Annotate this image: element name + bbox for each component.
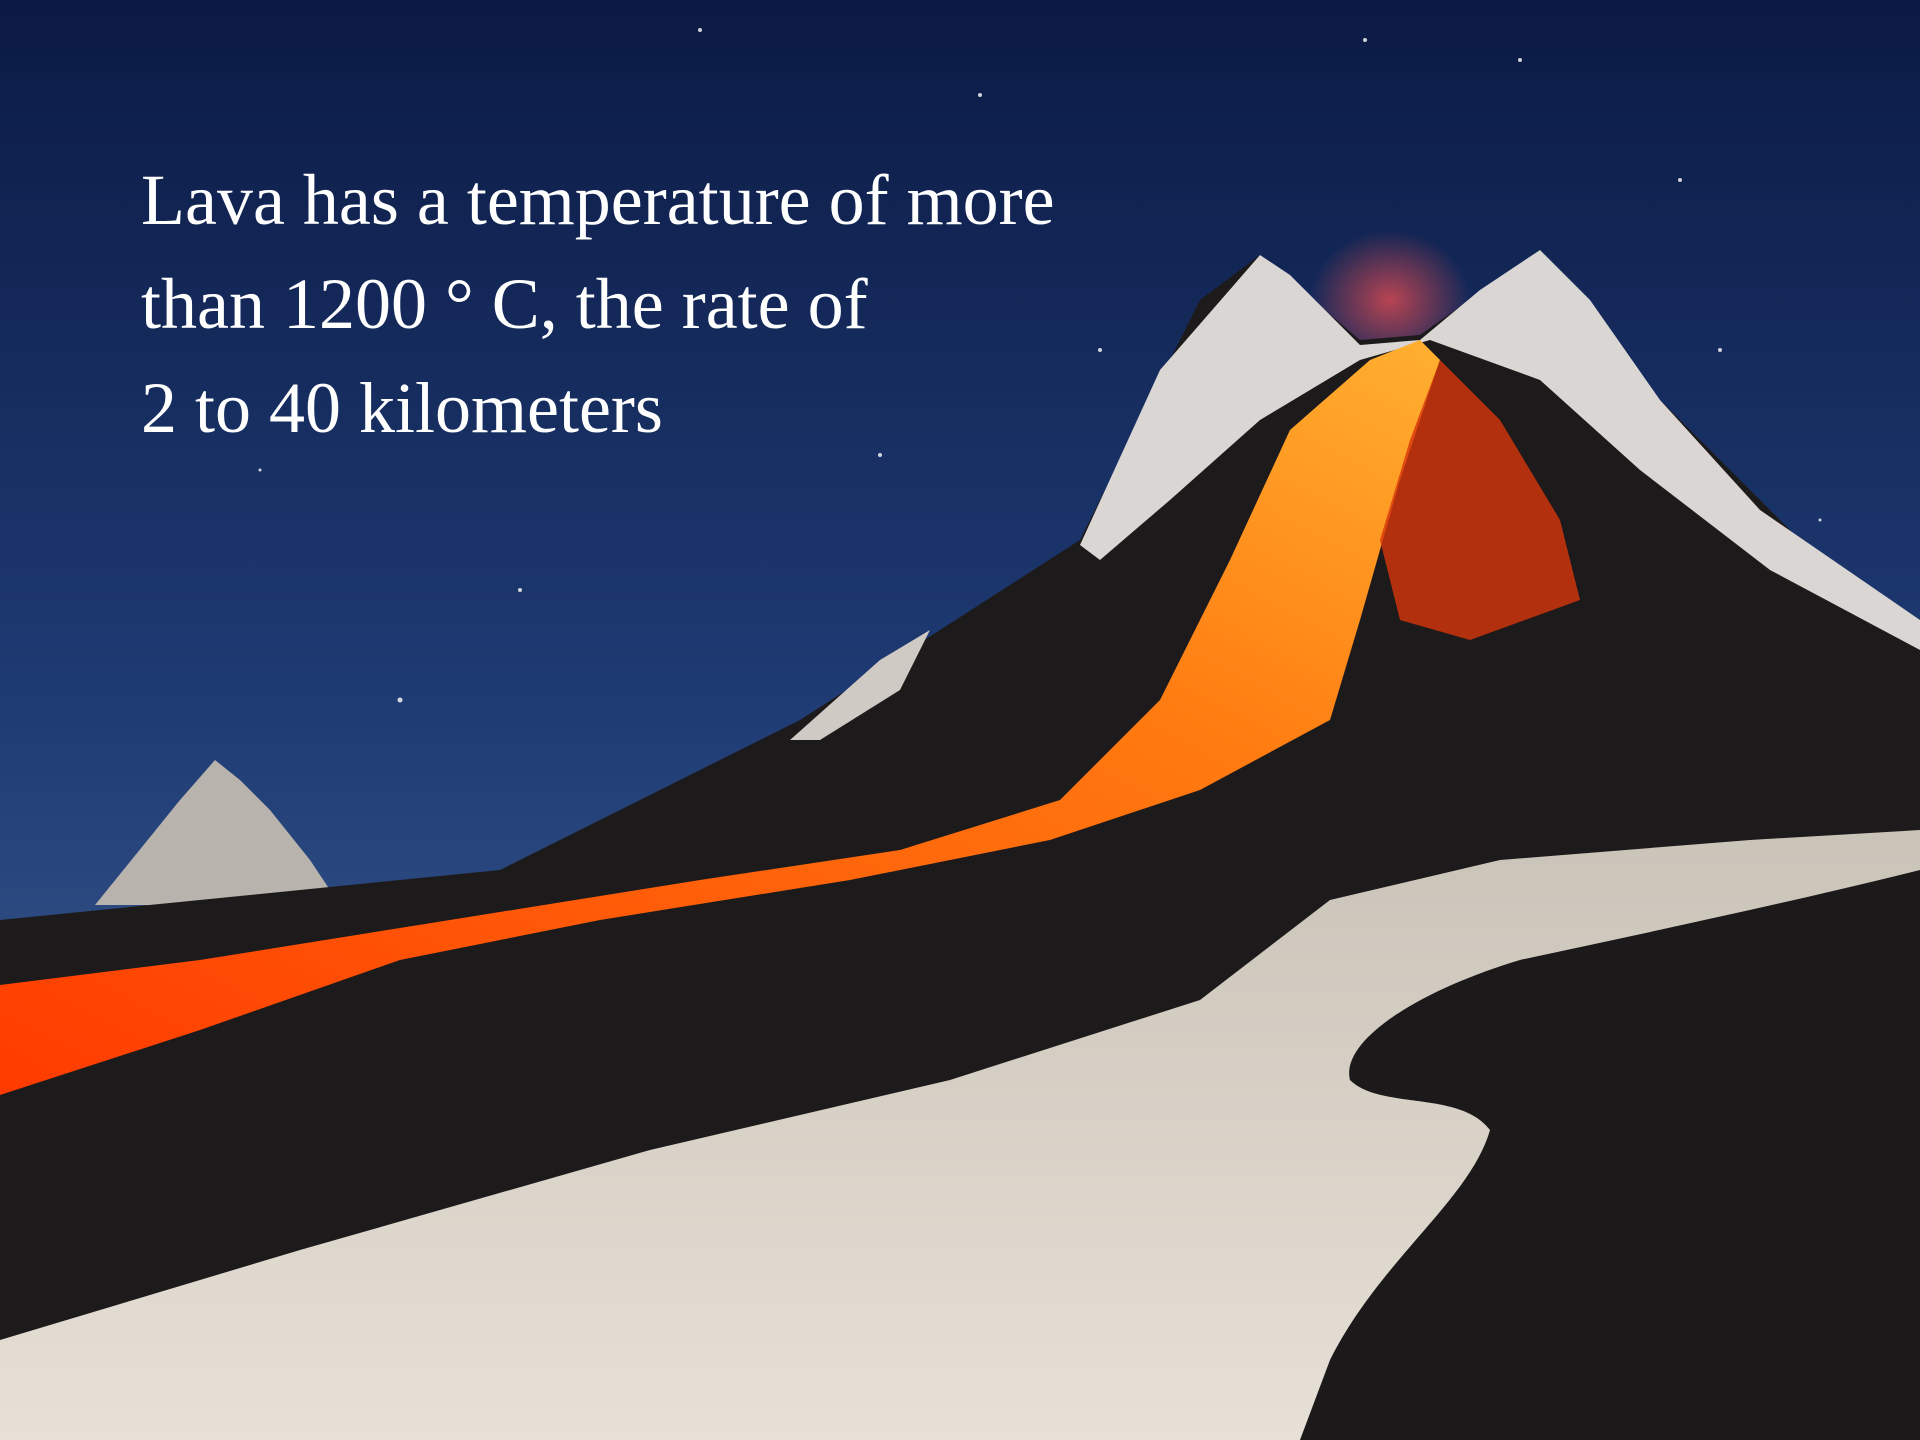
caption-line: Lava has a temperature of more <box>141 160 1055 240</box>
page: Lava has a temperature of more than 1200… <box>0 0 1920 1440</box>
caption-line: than 1200 ° C, the rate of <box>141 264 868 344</box>
caption-line: 2 to 40 kilometers <box>141 368 663 448</box>
slide: Lava has a temperature of more than 1200… <box>0 0 1920 1440</box>
